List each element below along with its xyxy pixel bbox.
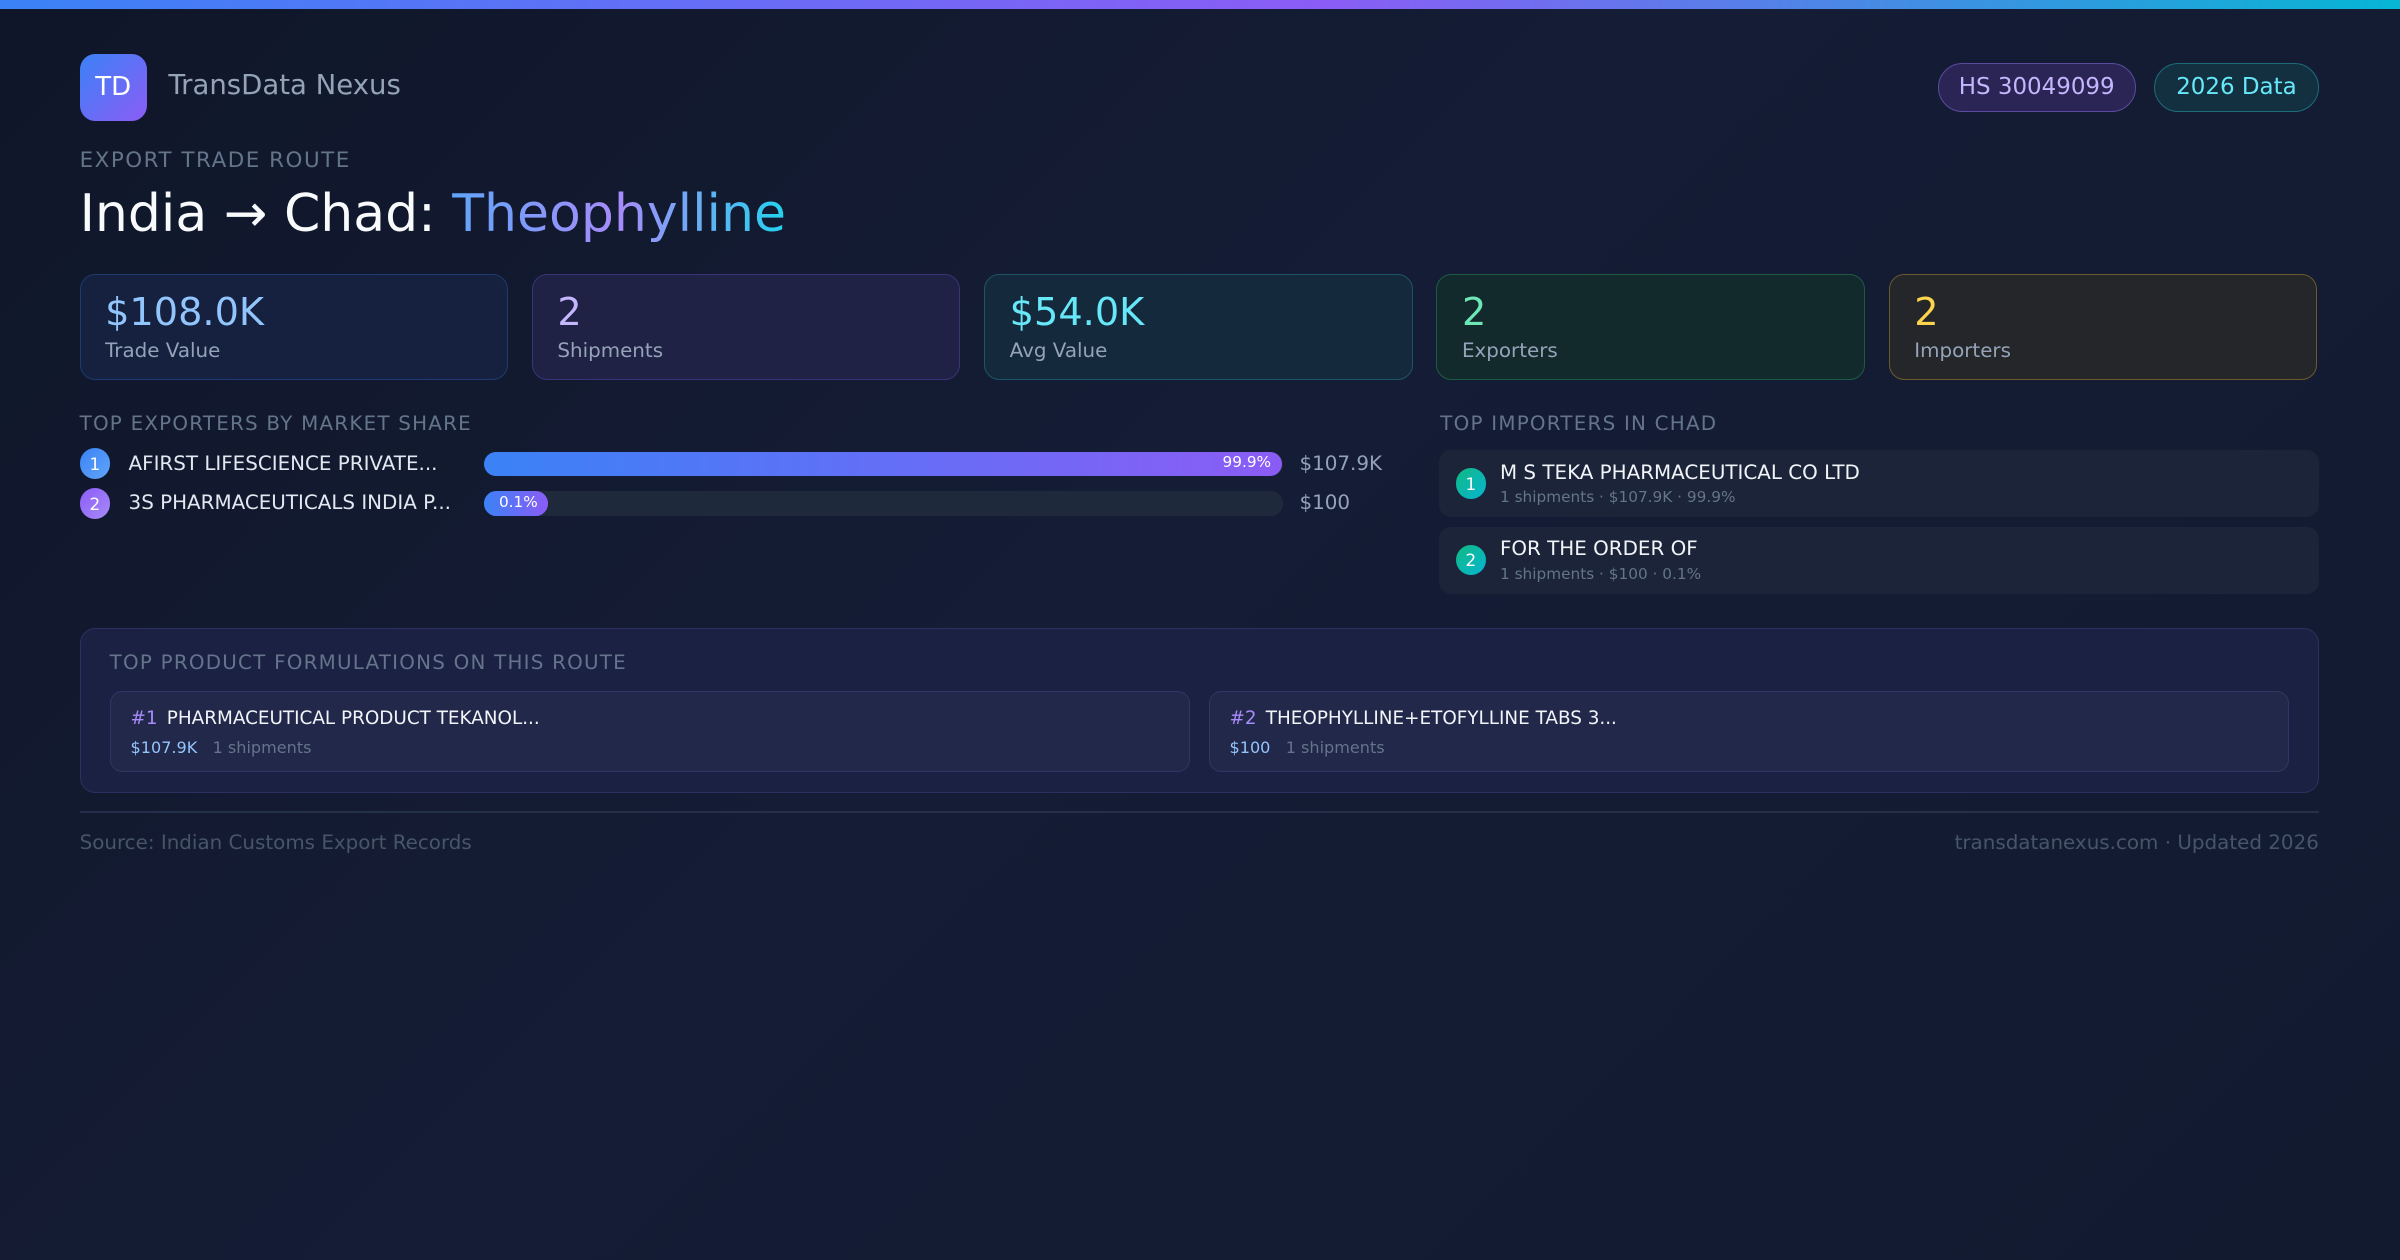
formulations-panel: TOP PRODUCT FORMULATIONS ON THIS ROUTE #… xyxy=(79,627,2319,793)
data-year-badge: 2026 Data xyxy=(2153,62,2320,113)
rank-badge: 2 xyxy=(1455,544,1487,576)
rank-badge: 1 xyxy=(1455,468,1487,499)
stat-card-avg-value: $54.0K Avg Value xyxy=(984,273,1413,380)
importers-title: TOP IMPORTERS IN CHAD xyxy=(1440,411,1718,435)
stat-card-importers: 2 Importers xyxy=(1888,273,2318,380)
share-label: 0.1% xyxy=(498,492,538,511)
formulation-value: $107.9K xyxy=(130,738,198,758)
hs-code-badge: HS 30049099 xyxy=(1937,62,2136,113)
share-bar-track: 99.9% xyxy=(483,451,1283,476)
formulation-rank: #1 xyxy=(130,707,158,729)
stat-label: Shipments xyxy=(557,339,664,363)
formulation-rank: #2 xyxy=(1229,707,1257,729)
title-product: Theophylline xyxy=(452,183,786,244)
stat-label: Trade Value xyxy=(105,339,221,363)
exporter-name: 3S PHARMACEUTICALS INDIA P... xyxy=(128,491,451,515)
stat-value: 2 xyxy=(1914,290,1939,336)
formulation-name: PHARMACEUTICAL PRODUCT TEKANOL... xyxy=(166,707,540,729)
stat-label: Importers xyxy=(1914,339,2011,363)
top-accent-bar xyxy=(0,0,2400,10)
footer-site[interactable]: transdatanexus.com · Updated 2026 xyxy=(1954,831,2319,855)
stat-value: $108.0K xyxy=(105,290,264,336)
importer-item[interactable]: 1 M S TEKA PHARMACEUTICAL CO LTD 1 shipm… xyxy=(1438,449,2319,518)
share-bar-track: 0.1% xyxy=(483,491,1283,516)
exporter-row[interactable]: 1 AFIRST LIFESCIENCE PRIVATE... 99.9% $1… xyxy=(79,447,1396,481)
stat-card-exporters: 2 Exporters xyxy=(1436,273,1866,380)
brand-name[interactable]: TransData Nexus xyxy=(168,68,401,101)
footer-source: Source: Indian Customs Export Records xyxy=(79,831,472,855)
formulation-card[interactable]: #2 THEOPHYLLINE+ETOFYLLINE TABS 3... $100… xyxy=(1208,691,2290,773)
stat-label: Avg Value xyxy=(1009,339,1108,363)
stat-label: Exporters xyxy=(1461,339,1558,363)
stat-card-shipments: 2 Shipments xyxy=(531,273,961,380)
formulations-title: TOP PRODUCT FORMULATIONS ON THIS ROUTE xyxy=(109,651,627,675)
exporter-value: $100 xyxy=(1299,491,1351,515)
formulation-name: THEOPHYLLINE+ETOFYLLINE TABS 3... xyxy=(1265,707,1617,729)
page-title: India → Chad: Theophylline xyxy=(80,184,786,244)
rank-badge: 2 xyxy=(79,488,111,519)
stat-value: 2 xyxy=(1461,290,1487,336)
formulation-value: $100 xyxy=(1229,738,1271,758)
share-bar-fill: 0.1% xyxy=(483,491,548,516)
formulation-shipments: 1 shipments xyxy=(212,738,312,758)
exporter-row[interactable]: 2 3S PHARMACEUTICALS INDIA P... 0.1% $10… xyxy=(79,487,1396,521)
rank-badge: 1 xyxy=(79,448,111,480)
footer-divider xyxy=(79,811,2319,813)
formulation-shipments: 1 shipments xyxy=(1285,738,1385,758)
stat-value: 2 xyxy=(557,290,582,336)
importer-meta: 1 shipments · $107.9K · 99.9% xyxy=(1499,488,1736,507)
formulation-card[interactable]: #1 PHARMACEUTICAL PRODUCT TEKANOL... $107… xyxy=(109,691,1191,773)
stat-value: $54.0K xyxy=(1009,290,1145,336)
exporter-value: $107.9K xyxy=(1299,451,1383,475)
logo[interactable]: TD xyxy=(79,53,147,121)
exporter-name: AFIRST LIFESCIENCE PRIVATE... xyxy=(128,451,438,475)
exporters-title: TOP EXPORTERS BY MARKET SHARE xyxy=(79,411,472,435)
importer-name: FOR THE ORDER OF xyxy=(1499,537,1698,561)
importer-meta: 1 shipments · $100 · 0.1% xyxy=(1499,564,1702,583)
share-bar-fill: 99.9% xyxy=(483,451,1282,476)
stat-card-trade-value: $108.0K Trade Value xyxy=(79,273,509,380)
importer-name: M S TEKA PHARMACEUTICAL CO LTD xyxy=(1499,460,1860,484)
share-label: 99.9% xyxy=(1222,453,1272,472)
title-route: India → Chad: xyxy=(79,183,453,244)
page-eyebrow: EXPORT TRADE ROUTE xyxy=(79,148,351,174)
importer-item[interactable]: 2 FOR THE ORDER OF 1 shipments · $100 · … xyxy=(1438,526,2319,594)
